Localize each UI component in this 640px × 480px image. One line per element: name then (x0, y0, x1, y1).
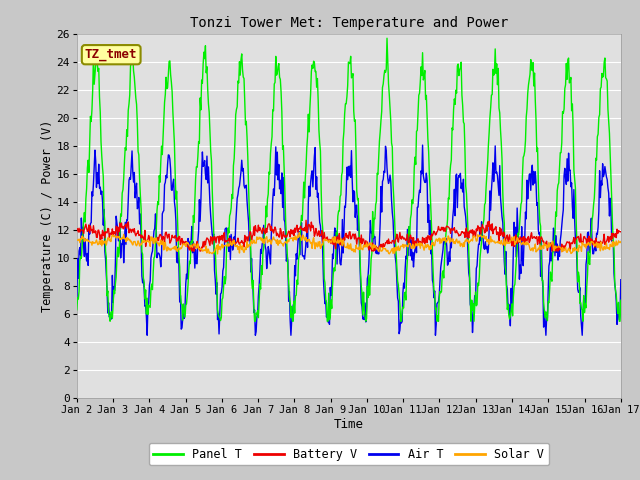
Solar V (417, 245, 424, 251)
Title: Tonzi Tower Met: Temperature and Power: Tonzi Tower Met: Temperature and Power (189, 16, 508, 30)
Line: Solar V: Solar V (77, 232, 621, 254)
Line: Air T: Air T (77, 145, 621, 335)
Panel T (195, 139, 202, 144)
Air T (416, 187, 424, 193)
Panel T (83, 186, 90, 192)
Panel T (140, 275, 147, 281)
Solar V (194, 241, 202, 247)
Solar V (223, 243, 231, 249)
Solar V (139, 238, 147, 244)
Solar V (214, 251, 221, 257)
Solar V (433, 236, 440, 242)
Panel T (383, 36, 391, 41)
Solar V (296, 229, 303, 235)
Panel T (223, 242, 231, 248)
Y-axis label: Temperature (C) / Power (V): Temperature (C) / Power (V) (40, 120, 54, 312)
Air T (139, 280, 147, 286)
Air T (83, 258, 90, 264)
Solar V (83, 237, 90, 243)
Air T (195, 228, 202, 234)
Battery V (73, 227, 81, 233)
Battery V (195, 243, 202, 249)
Battery V (417, 239, 424, 244)
Air T (433, 322, 440, 327)
Air T (73, 300, 81, 306)
Battery V (139, 235, 147, 240)
Air T (223, 239, 231, 245)
Panel T (433, 305, 440, 311)
Panel T (106, 318, 114, 324)
Panel T (73, 307, 81, 312)
X-axis label: Time: Time (334, 418, 364, 431)
Battery V (617, 229, 625, 235)
Panel T (417, 79, 424, 85)
Battery V (223, 238, 231, 244)
Line: Panel T: Panel T (77, 38, 621, 321)
Solar V (73, 238, 81, 243)
Air T (419, 142, 426, 148)
Text: TZ_tmet: TZ_tmet (85, 48, 138, 61)
Air T (617, 277, 625, 283)
Battery V (302, 217, 310, 223)
Battery V (189, 248, 197, 254)
Battery V (83, 226, 90, 231)
Solar V (617, 239, 625, 244)
Line: Battery V: Battery V (77, 220, 621, 251)
Battery V (433, 231, 440, 237)
Panel T (617, 298, 625, 303)
Air T (143, 332, 151, 338)
Legend: Panel T, Battery V, Air T, Solar V: Panel T, Battery V, Air T, Solar V (148, 443, 549, 466)
